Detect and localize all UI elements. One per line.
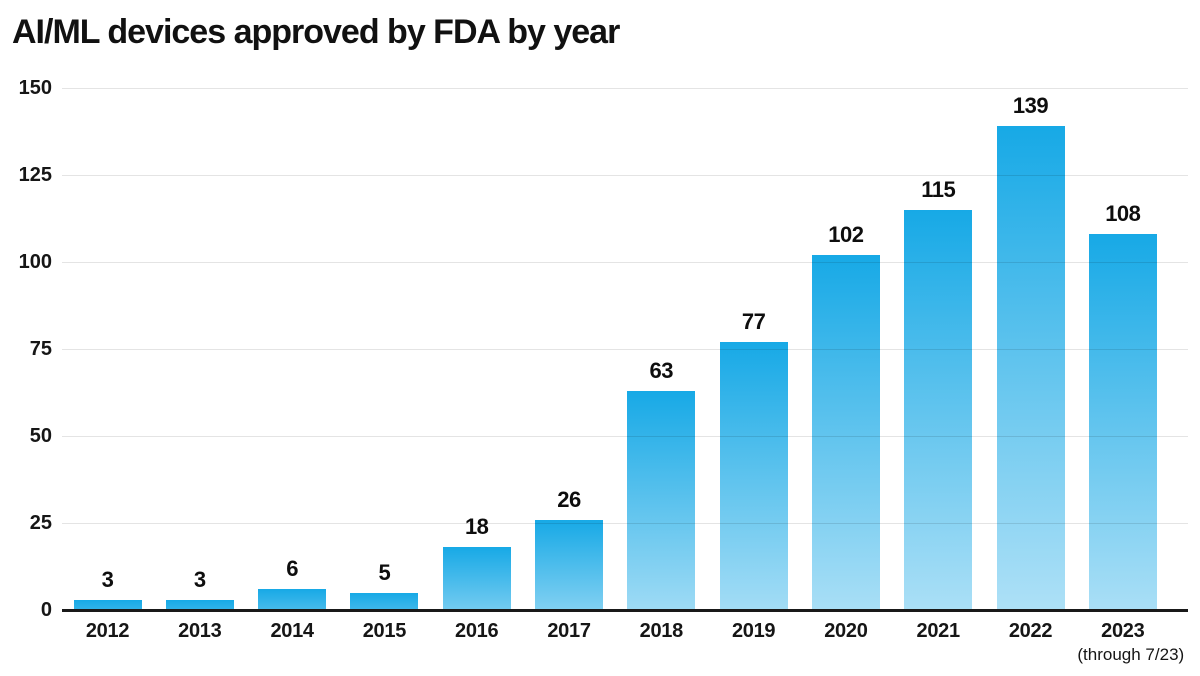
y-tick-label: 150 — [18, 77, 52, 99]
chart-title: AI/ML devices approved by FDA by year — [12, 13, 620, 51]
bar-value-label: 26 — [557, 486, 581, 512]
x-tick-label: 2022 — [1008, 620, 1053, 642]
x-tick-note: (through 7/23) — [1077, 645, 1185, 664]
bar — [350, 592, 419, 610]
bar — [627, 390, 696, 610]
gridline — [62, 522, 1188, 524]
bar — [996, 126, 1065, 610]
y-tick-label: 125 — [18, 164, 52, 186]
bar — [535, 519, 603, 610]
bar-value-label: 5 — [378, 559, 391, 585]
gridline — [62, 435, 1188, 437]
bar-value-label: 18 — [464, 514, 489, 540]
y-tick-label: 25 — [29, 512, 52, 534]
bar-value-label: 115 — [921, 176, 956, 202]
bar-value-label: 3 — [101, 566, 114, 592]
x-tick-label: 2016 — [455, 620, 499, 642]
x-tick-label: 2020 — [824, 620, 868, 642]
x-tick-label: 2019 — [731, 620, 776, 642]
y-tick-label: 0 — [40, 599, 52, 621]
bar — [811, 255, 880, 610]
bar-value-label: 6 — [286, 556, 298, 582]
x-tick-label: 2013 — [178, 620, 222, 642]
bar — [1088, 234, 1157, 610]
x-tick-label: 2017 — [547, 620, 591, 642]
y-tick-label: 75 — [29, 338, 52, 360]
bar — [73, 599, 142, 610]
gridline — [62, 174, 1188, 176]
bar — [165, 599, 234, 610]
x-tick-label: 2014 — [270, 620, 314, 642]
bar — [719, 342, 788, 610]
bar-value-label: 63 — [649, 357, 674, 383]
gridline — [62, 348, 1188, 350]
x-tick-label: 2015 — [362, 620, 407, 642]
bar-value-label: 77 — [741, 309, 766, 335]
bar-value-label: 3 — [193, 566, 206, 592]
bar — [442, 547, 511, 610]
x-tick-label: 2018 — [639, 620, 684, 642]
x-tick-label: 2021 — [916, 620, 961, 642]
bar-value-label: 108 — [1105, 201, 1141, 227]
x-tick-label: 2023 — [1101, 620, 1145, 642]
bar — [904, 209, 973, 610]
gridline — [62, 87, 1188, 89]
x-axis-line — [62, 608, 1188, 612]
x-tick-label: 2012 — [85, 620, 130, 642]
bar — [258, 589, 327, 610]
y-tick-label: 100 — [18, 251, 52, 273]
bar-value-label: 102 — [828, 222, 864, 248]
y-tick-label: 50 — [29, 425, 52, 447]
bar-value-label: 139 — [1012, 93, 1049, 119]
gridline — [62, 261, 1188, 263]
